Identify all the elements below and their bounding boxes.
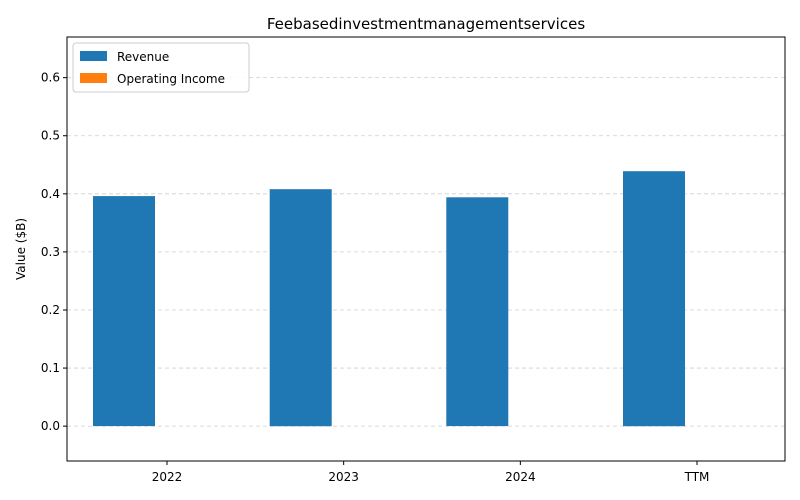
x-tick-label: 2022 xyxy=(152,470,183,484)
x-tick-label: TTM xyxy=(684,470,710,484)
x-tick-label: 2023 xyxy=(328,470,359,484)
y-tick-label: 0.1 xyxy=(41,361,60,375)
y-tick-label: 0.6 xyxy=(41,71,60,85)
x-tick-label: 2024 xyxy=(505,470,536,484)
legend-swatch xyxy=(80,73,107,83)
plot-frame xyxy=(66,36,786,462)
bar-revenue xyxy=(623,171,685,427)
legend-swatch xyxy=(80,51,107,61)
bar-revenue xyxy=(446,197,509,427)
y-axis: 0.0 0.1 0.2 0.3 0.4 0.5 0.6 xyxy=(41,71,67,433)
y-tick-label: 0.0 xyxy=(41,419,60,433)
bars xyxy=(93,171,685,427)
legend-box xyxy=(72,42,250,93)
legend-label: Operating Income xyxy=(117,72,225,86)
y-tick-label: 0.4 xyxy=(41,187,60,201)
x-axis: 2022 2023 2024 TTM xyxy=(152,461,710,484)
chart-title: Feebasedinvestmentmanagementservices xyxy=(267,15,585,33)
bar-revenue xyxy=(269,189,332,427)
legend: Revenue Operating Income xyxy=(72,42,250,93)
y-tick-label: 0.3 xyxy=(41,245,60,259)
y-tick-label: 0.2 xyxy=(41,303,60,317)
legend-label: Revenue xyxy=(117,50,169,64)
y-tick-label: 0.5 xyxy=(41,129,60,143)
bar-revenue xyxy=(93,196,155,427)
y-axis-label: Value ($B) xyxy=(14,218,28,280)
